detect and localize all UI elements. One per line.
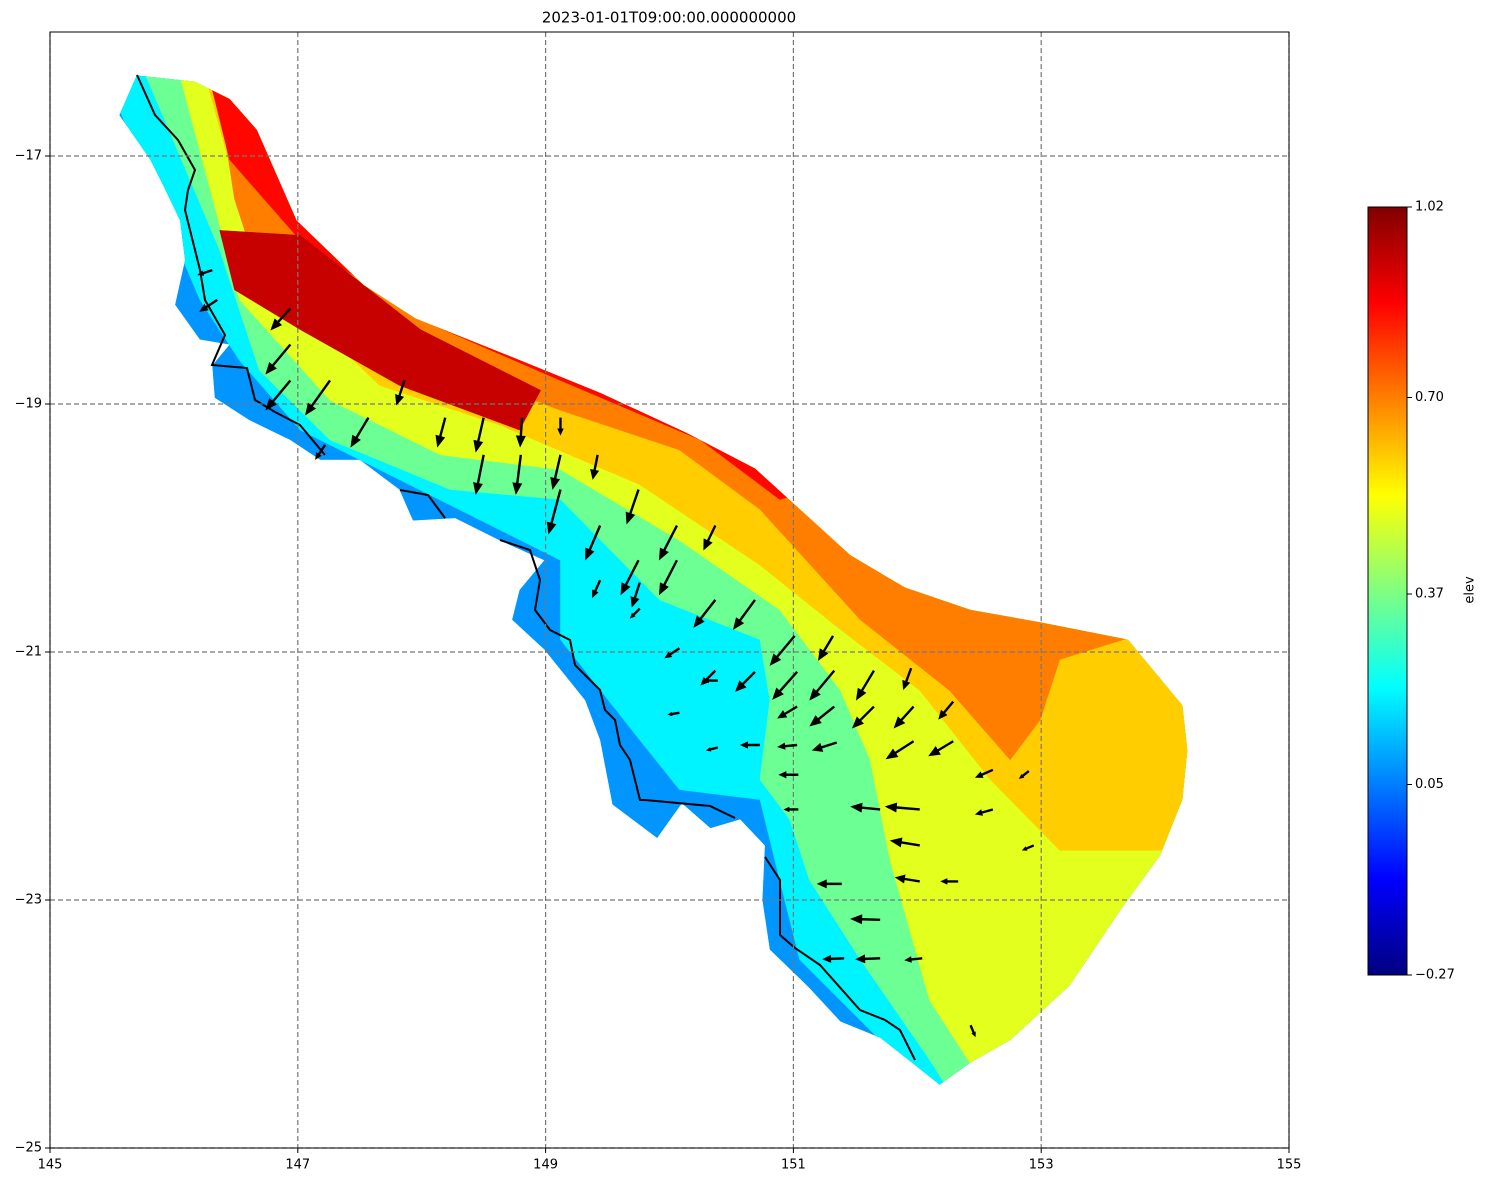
velocity-arrow (550, 454, 562, 490)
velocity-arrow (855, 669, 875, 701)
open-boundary (764, 856, 916, 1061)
velocity-arrow (515, 417, 526, 448)
velocity-arrow (265, 379, 292, 411)
velocity-arrow (783, 806, 799, 813)
velocity-arrow (777, 742, 798, 750)
colorbar: −0.27 0.05 0.37 0.70 1.02 (1367, 200, 1455, 983)
velocity-arrow (940, 878, 959, 885)
velocity-arrow (884, 802, 920, 813)
velocity-arrow (629, 607, 641, 619)
velocity-arrow (703, 525, 717, 551)
velocity-arrow (938, 700, 955, 720)
x-tick-label: 153 (1029, 1158, 1054, 1173)
velocity-arrow (592, 579, 602, 599)
velocity-arrow (630, 582, 641, 608)
velocity-arrow (199, 298, 218, 312)
velocity-arrow (197, 268, 213, 276)
velocity-arrow (809, 705, 836, 727)
velocity-arrow (850, 914, 881, 925)
colorbar-tick-label: 0.37 (1415, 586, 1444, 601)
velocity-arrow (315, 444, 327, 460)
velocity-arrow (928, 740, 954, 757)
axes: 145 147 149 151 153 155 −25 −23 −21 −19 −17 (15, 149, 1302, 1173)
velocity-arrow (974, 768, 994, 778)
velocity-arrow (546, 489, 562, 535)
velocity-arrow (395, 380, 406, 406)
velocity-arrow (732, 599, 756, 630)
velocity-arrow (512, 454, 523, 495)
velocity-arrow (305, 379, 331, 416)
velocity-arrow (894, 874, 920, 884)
velocity-arrow (693, 599, 717, 628)
velocity-arrow (590, 454, 600, 480)
velocity-arrow (974, 808, 994, 816)
velocity-arrow (818, 635, 835, 661)
velocity-arrow (885, 740, 915, 760)
velocity-arrow (620, 559, 640, 596)
y-tick-label: −17 (15, 149, 42, 164)
colorbar-scale (1367, 206, 1408, 976)
velocity-arrow (1018, 770, 1030, 780)
velocity-arrow (822, 954, 845, 963)
x-tick-label: 145 (38, 1158, 63, 1173)
velocity-arrow (705, 746, 719, 752)
velocity-arrow (734, 670, 756, 692)
velocity-arrow (702, 677, 718, 684)
colorbar-tick-label: 0.05 (1415, 777, 1444, 792)
y-tick-label: −23 (15, 893, 42, 908)
velocity-arrow (777, 705, 798, 719)
plot-frame (49, 31, 1290, 1149)
velocity-arrow (772, 671, 799, 700)
quiver (197, 268, 1035, 1038)
velocity-arrow (664, 647, 681, 659)
velocity-arrow (893, 705, 915, 729)
velocity-arrow (1021, 844, 1035, 851)
x-tick-label: 147 (285, 1158, 310, 1173)
open-boundary (499, 539, 736, 819)
y-tick-label: −25 (15, 1141, 42, 1156)
velocity-arrow (473, 454, 485, 495)
velocity-arrow (778, 771, 799, 779)
velocity-arrow (658, 559, 679, 596)
velocity-arrow (265, 343, 292, 375)
velocity-arrow (904, 956, 923, 963)
velocity-arrow (811, 741, 838, 752)
velocity-arrow (889, 837, 920, 848)
velocity-arrow (816, 879, 842, 889)
velocity-arrow (969, 1024, 976, 1038)
x-tick-label: 155 (1277, 1158, 1302, 1173)
velocity-arrow (855, 954, 881, 964)
velocity-arrow (270, 307, 292, 331)
open-boundary (399, 489, 446, 519)
velocity-arrow (435, 417, 447, 448)
velocity-arrow (557, 417, 564, 436)
velocity-arrow (473, 417, 485, 453)
chart-title: 2023-01-01T09:00:00.000000000 (542, 9, 796, 27)
velocity-arrow (700, 669, 717, 686)
velocity-arrow (667, 711, 680, 717)
colorbar-tick-label: −0.27 (1415, 968, 1455, 983)
colorbar-label: elev (1463, 576, 1478, 604)
mesh-cell (219, 230, 541, 431)
velocity-arrow (851, 705, 875, 729)
colorbar-tick-label: 0.70 (1415, 390, 1444, 405)
velocity-arrow (769, 635, 796, 666)
velocity-arrow (902, 667, 913, 691)
velocity-arrow (809, 669, 836, 701)
y-tick-label: −21 (15, 645, 42, 660)
velocity-arrow (850, 802, 881, 813)
velocity-arrow (658, 524, 679, 561)
x-tick-label: 151 (781, 1158, 806, 1173)
x-tick-label: 149 (533, 1158, 558, 1173)
colorbar-tick-label: 1.02 (1415, 200, 1444, 215)
velocity-arrow (585, 525, 602, 561)
velocity-arrow (625, 489, 640, 525)
y-tick-label: −19 (15, 397, 42, 412)
mesh (119, 75, 1188, 1085)
velocity-arrow (350, 417, 370, 448)
velocity-arrow (739, 741, 760, 749)
